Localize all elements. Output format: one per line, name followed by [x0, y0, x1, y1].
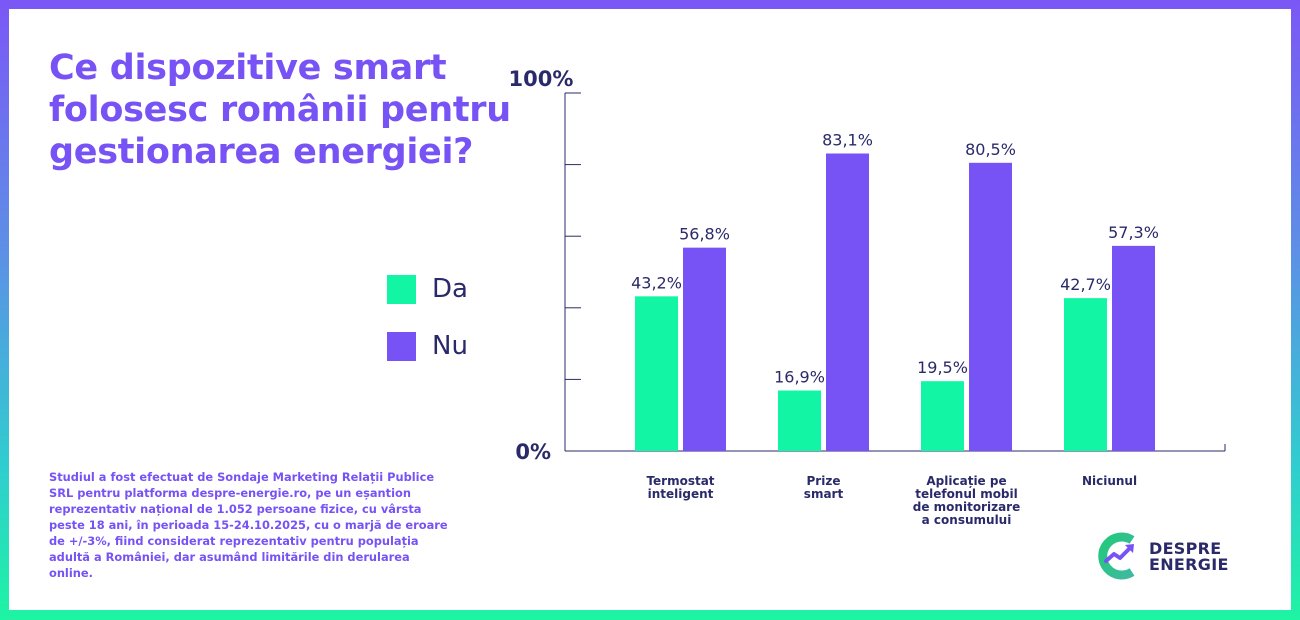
- bar-label-nu-2: 80,5%: [965, 140, 1016, 159]
- category-label-3-line-0: Niciunul: [1082, 474, 1137, 488]
- bar-nu-2: [969, 162, 1012, 451]
- legend-label-da: Da: [432, 274, 468, 304]
- bar-nu-3: [1112, 245, 1155, 451]
- bar-da-1: [778, 390, 821, 451]
- bar-label-da-1: 16,9%: [774, 367, 825, 386]
- chart-card: Ce dispozitive smart folosesc românii pe…: [9, 9, 1291, 610]
- logo-text-line1: DESPRE: [1149, 539, 1222, 558]
- bar-da-2: [921, 381, 964, 451]
- methodology-note: Studiul a fost efectuat de Sondaje Marke…: [49, 470, 448, 580]
- bar-label-nu-0: 56,8%: [679, 225, 730, 244]
- category-label-0-line-0: Termostat: [646, 474, 714, 488]
- chart-title: Ce dispozitive smart folosesc românii pe…: [49, 48, 511, 172]
- bar-nu-0: [683, 247, 726, 451]
- category-label-2-line-2: de monitorizare: [913, 500, 1020, 514]
- legend-item-da: Da: [387, 272, 468, 306]
- logo-text-line2: ENERGIE: [1149, 555, 1229, 574]
- legend-item-nu: Nu: [387, 329, 468, 363]
- y-tick-label-max: 100%: [509, 67, 574, 91]
- bar-label-nu-3: 57,3%: [1108, 223, 1159, 242]
- category-label-2-line-0: Aplicație pe: [926, 474, 1006, 488]
- y-tick-label-min: 0%: [515, 440, 551, 464]
- category-label-2-line-1: telefonul mobil: [915, 487, 1018, 501]
- bar-label-nu-1: 83,1%: [822, 131, 873, 150]
- bar-label-da-0: 43,2%: [631, 273, 682, 292]
- legend-swatch-nu: [387, 331, 416, 361]
- bar-label-da-3: 42,7%: [1060, 275, 1111, 294]
- logo-text: DESPRE ENERGIE: [1149, 541, 1229, 573]
- category-label-2-line-3: a consumului: [922, 513, 1012, 527]
- bar-da-3: [1064, 298, 1107, 451]
- bar-label-da-2: 19,5%: [917, 358, 968, 377]
- category-label-0-line-1: inteligent: [648, 487, 714, 501]
- logo-mark-icon: [1098, 532, 1135, 580]
- bar-nu-1: [826, 153, 869, 451]
- legend-swatch-da: [387, 274, 416, 304]
- category-label-1-line-1: smart: [804, 487, 844, 501]
- despre-energie-logo: DESPRE ENERGIE: [1092, 527, 1252, 585]
- category-label-1-line-0: Prize: [807, 474, 841, 488]
- bar-da-0: [635, 296, 678, 451]
- legend-label-nu: Nu: [432, 331, 468, 361]
